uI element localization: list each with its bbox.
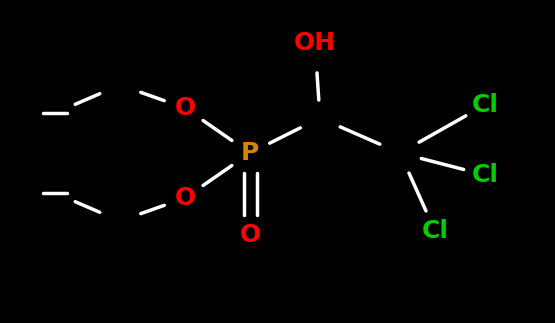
Text: P: P (241, 141, 259, 165)
Text: Cl: Cl (472, 93, 498, 117)
Text: Cl: Cl (421, 219, 448, 243)
Text: OH: OH (294, 31, 336, 55)
Text: Cl: Cl (472, 163, 498, 187)
Text: O: O (174, 186, 195, 210)
Text: O: O (239, 223, 261, 247)
Text: O: O (174, 96, 195, 120)
